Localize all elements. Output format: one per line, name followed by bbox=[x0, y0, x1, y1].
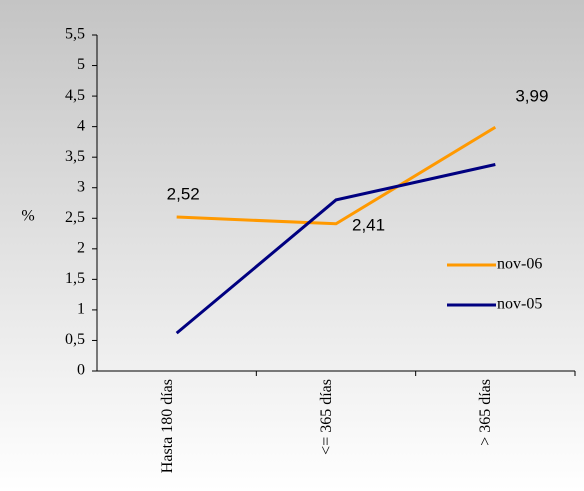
y-tick-label: 0,5 bbox=[65, 331, 85, 348]
y-tick-label: 3 bbox=[77, 178, 85, 195]
y-tick-label: 5 bbox=[77, 56, 85, 73]
data-label: 3,99 bbox=[515, 87, 548, 106]
y-tick-label: 4 bbox=[77, 117, 85, 134]
y-axis-label: % bbox=[21, 208, 34, 225]
line-series bbox=[175, 163, 496, 335]
line-series bbox=[176, 125, 497, 226]
y-tick-label: 1,5 bbox=[65, 270, 85, 287]
data-label: 2,41 bbox=[352, 215, 385, 234]
y-tick-label: 2,5 bbox=[65, 209, 85, 226]
y-tick-label: 1 bbox=[77, 301, 85, 318]
y-tick-label: 4,5 bbox=[65, 87, 85, 104]
y-tick-label: 0 bbox=[77, 362, 85, 379]
x-tick-label: > 365 días bbox=[477, 379, 495, 446]
legend-label: nov-06 bbox=[497, 256, 542, 273]
data-label: 2,52 bbox=[167, 185, 200, 204]
legend-label: nov-05 bbox=[497, 296, 542, 313]
y-tick-label: 2 bbox=[77, 239, 85, 256]
y-tick-label: 3,5 bbox=[65, 148, 85, 165]
y-tick-label: 5,5 bbox=[65, 26, 85, 43]
x-tick-label: <= 365 días bbox=[318, 379, 335, 455]
x-tick-label: Hasta 180 días bbox=[158, 379, 176, 474]
